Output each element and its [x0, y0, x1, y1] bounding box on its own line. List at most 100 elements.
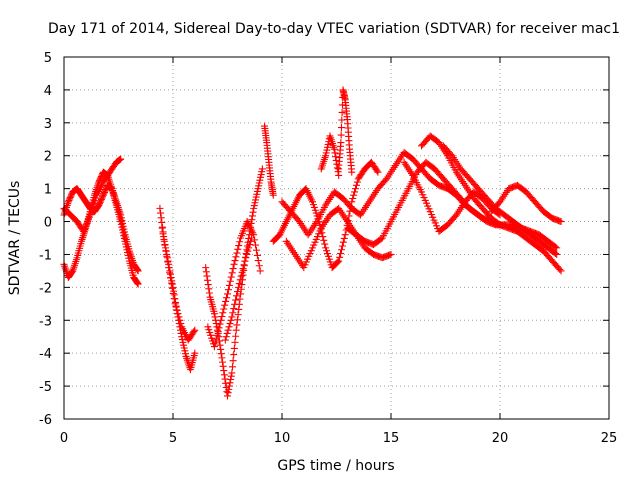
data-point — [223, 294, 231, 302]
data-point — [162, 247, 170, 255]
data-point — [161, 241, 169, 249]
data-point — [496, 221, 504, 229]
data-point — [248, 216, 256, 224]
data-point — [332, 153, 340, 161]
data-point — [247, 237, 255, 245]
data-point — [224, 392, 231, 400]
data-point — [233, 249, 241, 257]
y-tick-label: 0 — [44, 216, 52, 231]
data-point — [228, 269, 236, 277]
data-point — [232, 326, 240, 334]
data-point — [227, 316, 235, 324]
data-point — [318, 163, 326, 171]
series-t18 — [335, 86, 356, 176]
data-point — [234, 245, 242, 253]
data-point — [233, 292, 241, 300]
y-tick-label: -5 — [39, 380, 52, 395]
data-point — [243, 250, 251, 258]
data-point — [255, 262, 263, 270]
y-axis-tick-labels: -6 -5 -4 -3 -2 -1 0 1 2 3 4 5 — [39, 51, 52, 428]
data-point — [238, 268, 246, 276]
data-point — [247, 234, 255, 242]
data-point — [330, 145, 338, 153]
data-point — [226, 320, 234, 328]
data-point — [227, 372, 235, 380]
data-point — [210, 310, 218, 318]
data-point — [204, 281, 212, 289]
data-point — [230, 305, 238, 313]
data-point — [352, 181, 360, 189]
data-point — [232, 296, 240, 304]
axis-ticks — [63, 56, 610, 420]
data-point — [244, 247, 252, 255]
data-point — [61, 262, 69, 270]
data-point — [229, 265, 237, 273]
data-point — [169, 289, 177, 297]
data-point — [71, 261, 79, 269]
data-point — [190, 328, 198, 336]
series-t6 — [202, 165, 266, 400]
data-point — [72, 256, 80, 264]
data-point — [202, 268, 210, 276]
x-tick-label: 25 — [601, 431, 618, 446]
data-point — [133, 266, 141, 274]
series-t2 — [60, 181, 142, 275]
series-t8 — [221, 234, 255, 344]
data-point — [233, 316, 241, 324]
data-point — [225, 281, 233, 289]
data-point — [79, 234, 87, 242]
data-point — [249, 208, 257, 216]
data-point — [337, 139, 345, 147]
data-point — [495, 220, 503, 228]
data-point — [61, 264, 69, 272]
data-point — [351, 185, 359, 193]
data-point — [218, 354, 226, 362]
data-point — [165, 264, 173, 272]
data-point — [333, 164, 341, 172]
data-point — [337, 124, 345, 132]
series-t12 — [282, 204, 395, 272]
y-tick-label: -1 — [39, 248, 52, 263]
y-tick-label: -3 — [39, 314, 52, 329]
data-point — [348, 198, 356, 206]
data-point — [159, 230, 167, 238]
data-point — [341, 231, 349, 239]
data-point — [158, 224, 166, 232]
x-tick-label: 5 — [169, 431, 177, 446]
y-tick-label: 2 — [44, 150, 52, 165]
data-point — [226, 277, 234, 285]
data-point — [232, 253, 240, 261]
data-point — [338, 242, 346, 250]
data-point — [234, 283, 242, 291]
y-tick-label: 3 — [44, 117, 52, 132]
data-point — [221, 301, 229, 309]
series-t17 — [487, 181, 565, 226]
data-point — [228, 313, 236, 321]
data-point — [211, 339, 219, 347]
data-point — [233, 321, 241, 329]
data-point — [348, 168, 356, 176]
data-point — [203, 272, 211, 280]
data-point — [216, 341, 224, 349]
data-point — [334, 258, 342, 266]
data-point — [336, 253, 344, 261]
data-point — [219, 362, 227, 370]
plot-frame — [63, 56, 610, 420]
data-point — [134, 267, 142, 275]
data-point — [217, 350, 225, 358]
data-point — [242, 254, 250, 262]
data-point — [351, 188, 359, 196]
data-point — [349, 195, 357, 203]
series-t5 — [158, 224, 199, 344]
data-point — [215, 324, 223, 332]
data-point — [220, 305, 228, 313]
data-point — [233, 288, 241, 296]
data-point — [224, 286, 232, 294]
data-point — [320, 155, 328, 163]
data-point — [212, 335, 220, 343]
data-point — [112, 198, 120, 206]
x-axis-label: GPS time / hours — [277, 458, 394, 474]
data-point — [166, 269, 174, 277]
data-point — [167, 279, 175, 287]
data-point — [169, 283, 177, 291]
